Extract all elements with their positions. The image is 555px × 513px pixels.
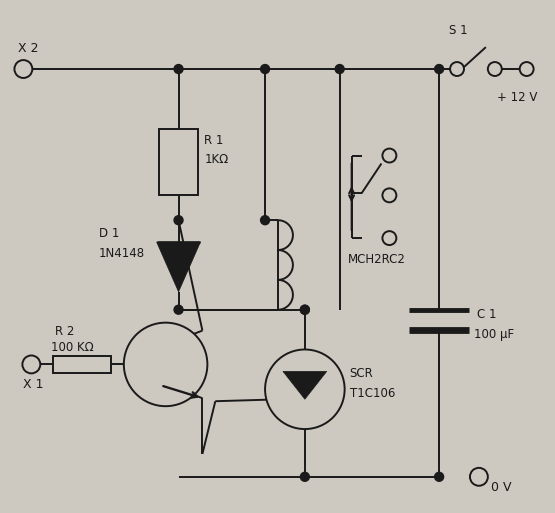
Text: R 1: R 1: [204, 134, 224, 147]
Polygon shape: [283, 371, 327, 399]
Text: SCR: SCR: [350, 367, 374, 381]
Text: X 1: X 1: [23, 378, 44, 391]
Circle shape: [265, 349, 345, 429]
Circle shape: [124, 323, 208, 406]
Bar: [53, 356, 111, 373]
Bar: [159, 129, 199, 195]
Circle shape: [261, 65, 270, 73]
Circle shape: [174, 216, 183, 225]
Text: T1C106: T1C106: [350, 387, 395, 400]
Text: 0 V: 0 V: [491, 481, 511, 494]
Circle shape: [470, 468, 488, 486]
Circle shape: [435, 472, 443, 481]
Circle shape: [300, 305, 309, 314]
Circle shape: [488, 62, 502, 76]
Circle shape: [14, 60, 32, 78]
Text: 100 KΩ: 100 KΩ: [51, 341, 94, 354]
Circle shape: [174, 65, 183, 73]
Circle shape: [261, 216, 270, 225]
Polygon shape: [157, 242, 200, 292]
Circle shape: [435, 65, 443, 73]
Text: S 1: S 1: [449, 24, 468, 37]
Text: + 12 V: + 12 V: [497, 91, 537, 104]
Circle shape: [519, 62, 533, 76]
Text: X 2: X 2: [18, 42, 39, 55]
Circle shape: [335, 65, 344, 73]
Circle shape: [382, 188, 396, 202]
Circle shape: [450, 62, 464, 76]
Text: 100 μF: 100 μF: [474, 328, 514, 341]
Text: MCH2RC2: MCH2RC2: [347, 253, 406, 266]
Circle shape: [382, 231, 396, 245]
Circle shape: [300, 305, 309, 314]
Circle shape: [22, 356, 41, 373]
Circle shape: [300, 472, 309, 481]
Circle shape: [382, 149, 396, 163]
Text: C 1: C 1: [477, 308, 496, 321]
Text: R 2: R 2: [55, 325, 74, 338]
Circle shape: [174, 305, 183, 314]
Text: D 1: D 1: [99, 227, 119, 240]
Text: 1KΩ: 1KΩ: [204, 152, 229, 166]
Text: 1N4148: 1N4148: [99, 247, 145, 260]
